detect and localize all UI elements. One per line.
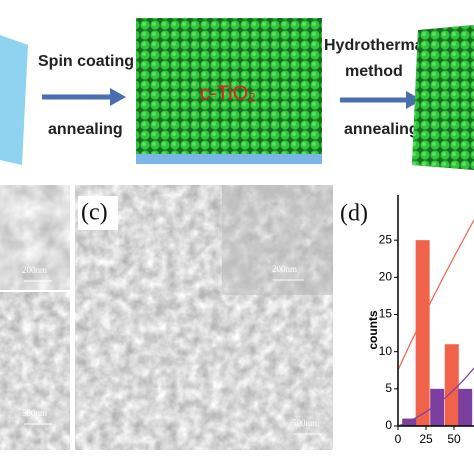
y-tick-label: 20 xyxy=(379,270,393,284)
x-tick-label: 25 xyxy=(419,432,433,446)
chart-bg xyxy=(335,185,474,474)
scale-label: 200nm xyxy=(22,265,47,275)
panel-label: (c) xyxy=(81,200,108,226)
layer-label: c-TiO₂ xyxy=(200,82,256,104)
arrow-head xyxy=(110,88,126,106)
histogram: (d) counts 0 5 10 15 20 25 0 25 50 xyxy=(340,195,474,446)
step1-top: Spin coating xyxy=(38,53,134,70)
fit-curve xyxy=(397,219,474,371)
sem-inset xyxy=(221,184,334,296)
substrate xyxy=(0,35,28,165)
x-tick-label: 50 xyxy=(447,432,461,446)
step2-top: Hydrothermal xyxy=(324,37,428,54)
arrow-head xyxy=(406,91,422,109)
step1-bottom: annealing xyxy=(48,121,123,138)
scale-label: 500nm xyxy=(22,408,47,418)
bar xyxy=(415,240,430,426)
nanorods xyxy=(412,25,474,170)
bar xyxy=(458,388,473,426)
step2-top: method xyxy=(345,63,403,80)
y-tick-label: 15 xyxy=(379,307,393,321)
y-tick-label: 10 xyxy=(379,344,393,358)
bar xyxy=(402,418,417,426)
y-tick-label: 0 xyxy=(385,418,392,432)
nanoparticles xyxy=(136,18,322,154)
panel-label: (d) xyxy=(340,201,368,227)
x-tick-label: 0 xyxy=(395,432,402,446)
sem-image xyxy=(0,185,70,290)
y-tick-label: 5 xyxy=(385,381,392,395)
label-box xyxy=(78,196,118,230)
scale-label: 500nm xyxy=(292,418,317,428)
fit-curve xyxy=(397,367,474,427)
step2-bottom: annealing xyxy=(344,121,419,138)
y-axis-label: counts xyxy=(366,310,380,350)
bar xyxy=(430,388,445,426)
sem-image xyxy=(0,292,70,450)
bar xyxy=(444,344,459,426)
y-tick-label: 25 xyxy=(379,232,393,246)
scale-label: 200nm xyxy=(272,264,297,274)
